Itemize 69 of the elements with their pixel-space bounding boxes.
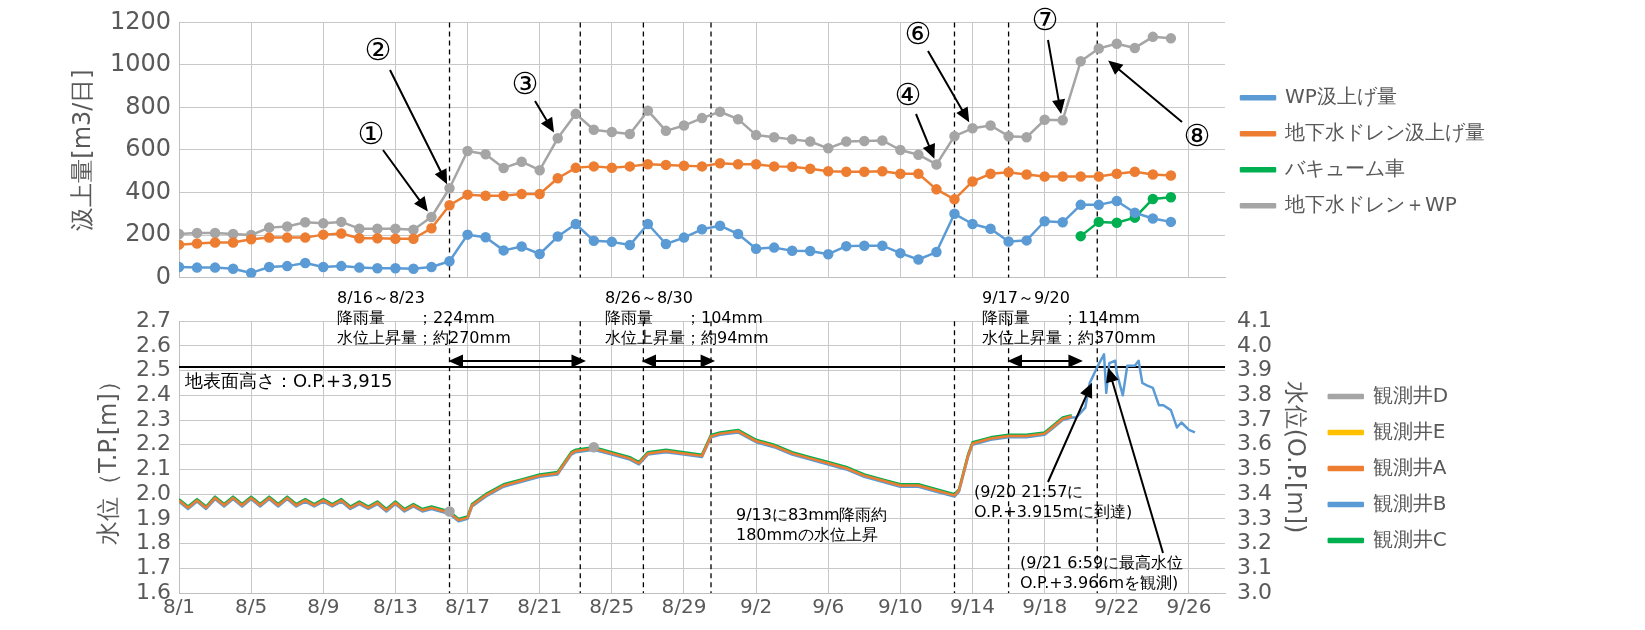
y-tick-label: 600 [125,134,171,163]
x-tick-label: 8/13 [372,594,418,619]
annotation: ③ [511,66,539,101]
x-tick-label: 9/2 [740,594,773,619]
annotation: (9/20 21:57に O.P.+3.915mに到達) [974,482,1133,522]
y2-tick-label: 3.1 [1237,554,1272,580]
legend-label: WP汲上げ量 [1285,84,1397,108]
y-tick-label: 800 [125,91,171,120]
legend-label: 地下水ドレン汲上げ量 [1284,120,1485,144]
y2-tick-label: 4.0 [1237,331,1272,357]
y-tick-label: 0 [155,261,171,290]
legend-label: 観測井C [1372,526,1447,551]
y-tick-label: 1.7 [136,554,171,580]
y2-tick-label: 4.1 [1237,306,1272,332]
legend-label: 観測井E [1372,418,1446,443]
x-tick-label: 9/10 [877,594,923,619]
y-axis-title: 汲上量[m3/日] [67,69,96,231]
x-tick-label: 8/21 [517,594,563,619]
annotation: ① [357,116,385,151]
y2-tick-label: 3.9 [1237,356,1272,382]
annotation: ⑦ [1031,2,1059,37]
annotation: ⑥ [904,16,932,51]
x-tick-label: 9/22 [1094,594,1140,619]
y-axis-title: 水位（T.P.[m]） [93,369,122,546]
y2-tick-label: 3.5 [1237,455,1272,481]
annotation: 9/13に83mm降雨約180mmの水位上昇 [736,505,888,545]
legend-label: 観測井A [1372,454,1447,479]
y-tick-label: 1.8 [136,529,171,555]
y2-axis-title: 水位(O.P.[m]) [1282,380,1311,534]
y-tick-label: 1000 [109,49,171,78]
x-tick-label: 9/14 [950,594,995,619]
y2-tick-label: 3.2 [1237,529,1272,555]
x-tick-label: 9/6 [812,594,845,619]
y2-tick-label: 3.8 [1237,381,1272,407]
legend-label: 地下水ドレン＋WP [1284,192,1457,216]
legend-label: 観測井B [1372,490,1447,515]
y2-tick-label: 3.3 [1237,504,1272,530]
y2-tick-label: 3.6 [1237,430,1272,456]
y-tick-label: 2.6 [136,331,171,357]
annotation: ④ [894,77,922,112]
y-tick-label: 400 [125,176,171,205]
y-tick-label: 2.4 [136,381,171,407]
y-tick-label: 1.9 [136,504,171,530]
y-tick-label: 2.0 [136,479,171,505]
y-tick-label: 2.2 [136,430,171,456]
y2-tick-label: 3.4 [1237,479,1272,505]
x-tick-label: 8/25 [589,594,635,619]
x-tick-label: 8/9 [307,594,340,619]
x-tick-label: 8/29 [661,594,707,619]
y2-tick-label: 3.0 [1237,578,1272,604]
y-tick-label: 2.5 [136,356,171,382]
annotation: (9/21 6:59に最高水位 O.P.+3.966mを観測) [1020,553,1184,593]
x-tick-label: 8/5 [235,594,268,619]
x-tick-label: 9/18 [1022,594,1068,619]
x-tick-label: 8/17 [445,594,491,619]
annotation: ⑧ [1183,118,1211,153]
y-tick-label: 1200 [109,6,171,35]
legend-label: バキューム車 [1284,156,1405,180]
annotation: 8/26～8/30 降雨量 ；104mm 水位上昇量；約94mm [605,288,769,348]
y-tick-label: 2.3 [136,405,171,431]
y2-tick-label: 3.7 [1237,405,1272,431]
annotation: 8/16～8/23 降雨量 ；224mm 水位上昇量；約270mm [337,288,511,348]
y-tick-label: 200 [125,219,171,248]
x-tick-label: 9/26 [1166,594,1212,619]
legend-label: 観測井D [1372,382,1449,407]
ref-line-label: 地表面高さ：O.P.+3,915 [184,369,393,391]
y-tick-label: 2.1 [136,455,171,481]
y-tick-label: 2.7 [136,306,171,332]
annotation: ② [364,32,392,67]
